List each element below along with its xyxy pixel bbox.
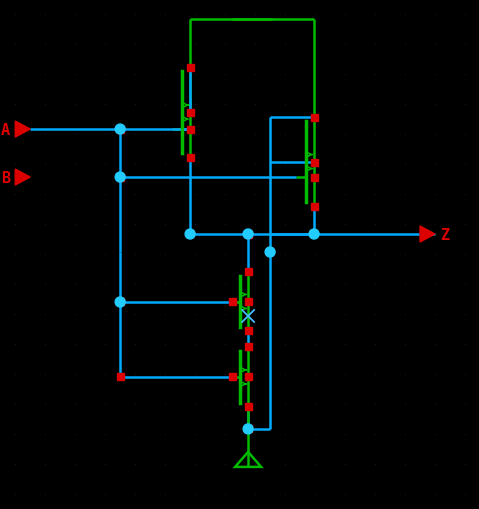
Bar [117,126,124,133]
Circle shape [115,173,125,183]
Bar [310,115,318,121]
Circle shape [265,247,275,258]
Bar [187,126,194,133]
Polygon shape [15,169,30,186]
Polygon shape [420,227,435,242]
Circle shape [243,230,253,240]
Bar [187,154,194,161]
Bar [117,299,124,306]
Bar [245,269,251,276]
Text: B: B [1,170,10,185]
Circle shape [115,297,125,307]
Bar [245,404,251,411]
Circle shape [185,230,195,240]
Bar [310,174,318,181]
Bar [245,426,251,433]
Bar [117,174,124,181]
Bar [228,374,236,381]
Bar [310,203,318,210]
Polygon shape [15,122,30,138]
Bar [228,299,236,306]
Bar [117,374,124,381]
Bar [310,159,318,166]
Text: A: A [1,122,10,137]
Circle shape [243,424,253,434]
Text: Z: Z [440,227,449,242]
Bar [245,374,251,381]
Bar [245,344,251,351]
Circle shape [115,125,125,135]
Circle shape [309,230,319,240]
Bar [187,65,194,71]
Bar [245,231,251,238]
Bar [245,328,251,335]
Bar [245,299,251,306]
Bar [187,109,194,117]
